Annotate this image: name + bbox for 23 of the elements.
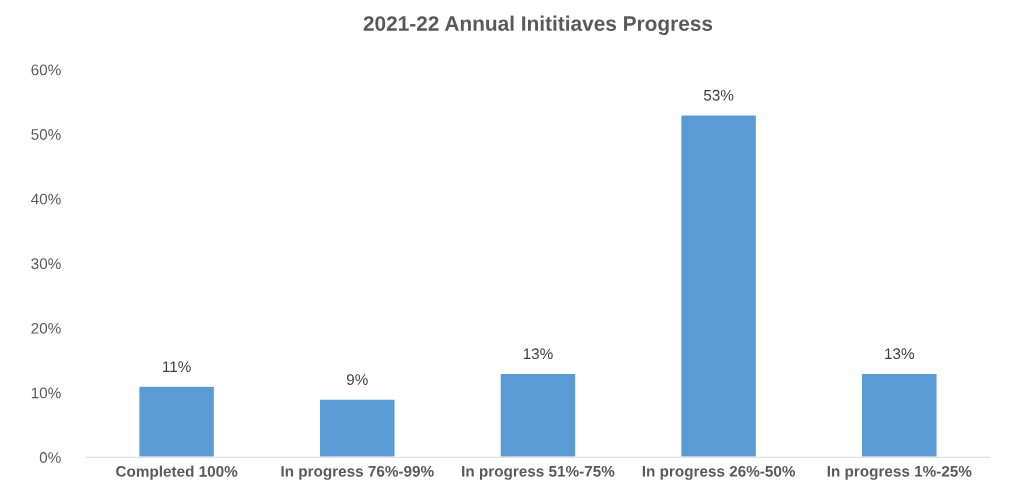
x-tick-label: In progress 26%-50% bbox=[642, 465, 796, 480]
bar bbox=[318, 398, 396, 458]
data-label: 53% bbox=[703, 89, 734, 101]
bar bbox=[860, 372, 938, 458]
bar bbox=[499, 372, 577, 458]
y-tick-label: 50% bbox=[31, 129, 61, 140]
y-tick-label: 60% bbox=[31, 64, 61, 76]
chart-title: 2021-22 Annual Inititiaves Progress bbox=[363, 15, 713, 36]
bar bbox=[137, 385, 216, 458]
y-tick-label: 10% bbox=[31, 387, 61, 399]
data-label: 13% bbox=[885, 348, 915, 360]
data-label: 11% bbox=[163, 361, 191, 372]
x-tick-label: Completed 100% bbox=[116, 465, 238, 480]
x-tick-label: In progress 76%-99% bbox=[281, 465, 434, 480]
bar bbox=[679, 114, 758, 458]
x-tick-label: In progress 51%-75% bbox=[462, 465, 615, 480]
y-tick-label: 40% bbox=[31, 193, 61, 205]
x-tick-label: In progress 1%-25% bbox=[827, 465, 972, 480]
y-tick-label: 30% bbox=[31, 258, 61, 270]
y-tick-label: 0% bbox=[39, 452, 61, 463]
y-tick-label: 20% bbox=[31, 322, 61, 334]
data-label: 13% bbox=[523, 348, 553, 360]
data-label: 9% bbox=[346, 374, 368, 385]
